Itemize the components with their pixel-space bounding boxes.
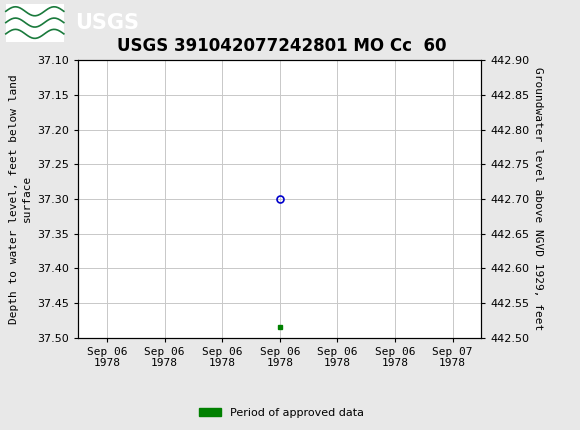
Text: USGS 391042077242801 MO Cc  60: USGS 391042077242801 MO Cc 60 <box>117 37 446 55</box>
Bar <box>6 3 64 42</box>
Text: USGS: USGS <box>75 12 139 33</box>
Y-axis label: Depth to water level, feet below land
surface: Depth to water level, feet below land su… <box>9 74 32 324</box>
Y-axis label: Groundwater level above NGVD 1929, feet: Groundwater level above NGVD 1929, feet <box>534 67 543 331</box>
Legend: Period of approved data: Period of approved data <box>194 403 368 422</box>
